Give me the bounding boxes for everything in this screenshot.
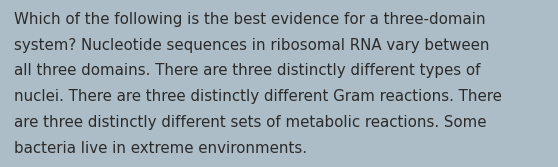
Text: are three distinctly different sets of metabolic reactions. Some: are three distinctly different sets of m… xyxy=(14,115,487,130)
Text: all three domains. There are three distinctly different types of: all three domains. There are three disti… xyxy=(14,63,480,78)
Text: nuclei. There are three distinctly different Gram reactions. There: nuclei. There are three distinctly diffe… xyxy=(14,89,502,104)
Text: system? Nucleotide sequences in ribosomal RNA vary between: system? Nucleotide sequences in ribosoma… xyxy=(14,38,489,53)
Text: bacteria live in extreme environments.: bacteria live in extreme environments. xyxy=(14,141,307,156)
Text: Which of the following is the best evidence for a three-domain: Which of the following is the best evide… xyxy=(14,12,485,27)
